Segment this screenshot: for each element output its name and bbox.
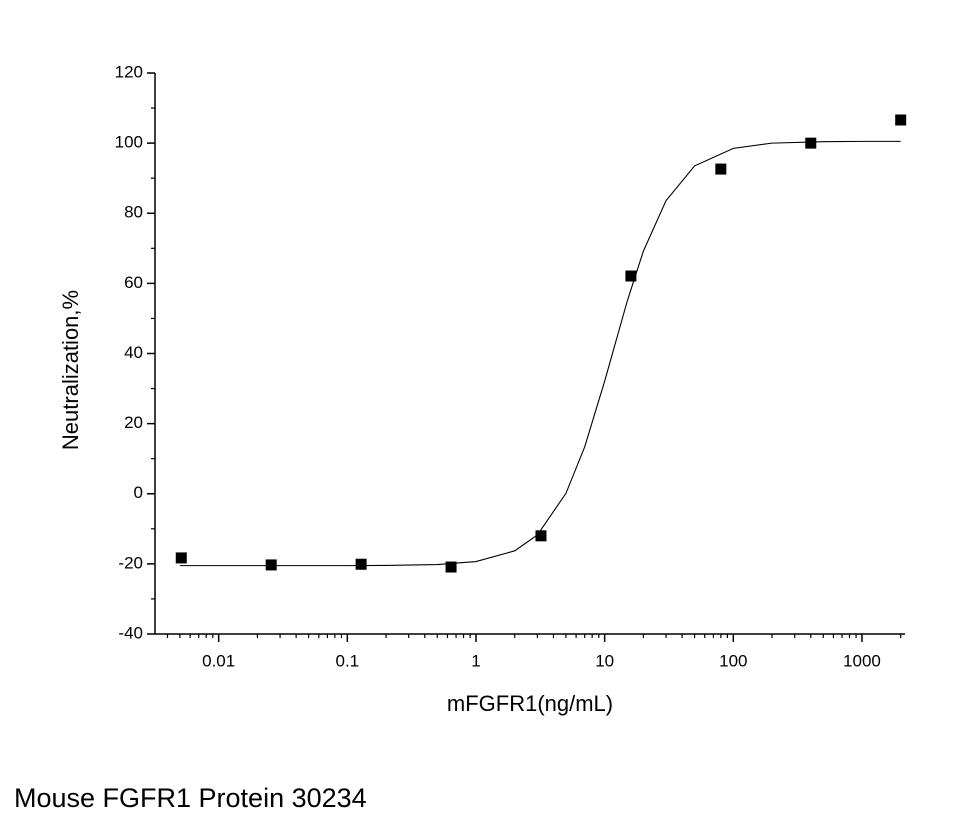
data-point [625,270,637,282]
caption: Mouse FGFR1 Protein 30234 [14,783,367,813]
data-point [535,530,547,542]
y-tick-label: 0 [134,483,143,502]
data-point [895,114,907,126]
y-axis-label: Neutralization,% [58,290,83,450]
data-point [715,163,727,175]
data-point [445,561,457,573]
y-tick-label: -20 [118,553,143,572]
y-tick-label: 120 [115,62,143,81]
data-point [265,559,277,571]
data-point [175,552,187,564]
x-tick-label: 0.01 [202,651,235,670]
x-tick-label: 100 [719,651,747,670]
x-tick-label: 1 [471,651,480,670]
y-tick-label: 100 [115,133,143,152]
fit-curve [179,140,901,567]
x-tick-label: 0.1 [336,651,360,670]
x-axis-label: mFGFR1(ng/mL) [447,691,613,716]
y-tick-label: 60 [124,273,143,292]
x-tick-label: 10 [595,651,614,670]
data-point [805,137,817,149]
y-tick-label: 80 [124,203,143,222]
y-tick-label: 40 [124,343,143,362]
y-tick-label: -40 [118,623,143,642]
data-point [355,558,367,570]
y-tick-label: 20 [124,413,143,432]
x-tick-label: 1000 [843,651,881,670]
